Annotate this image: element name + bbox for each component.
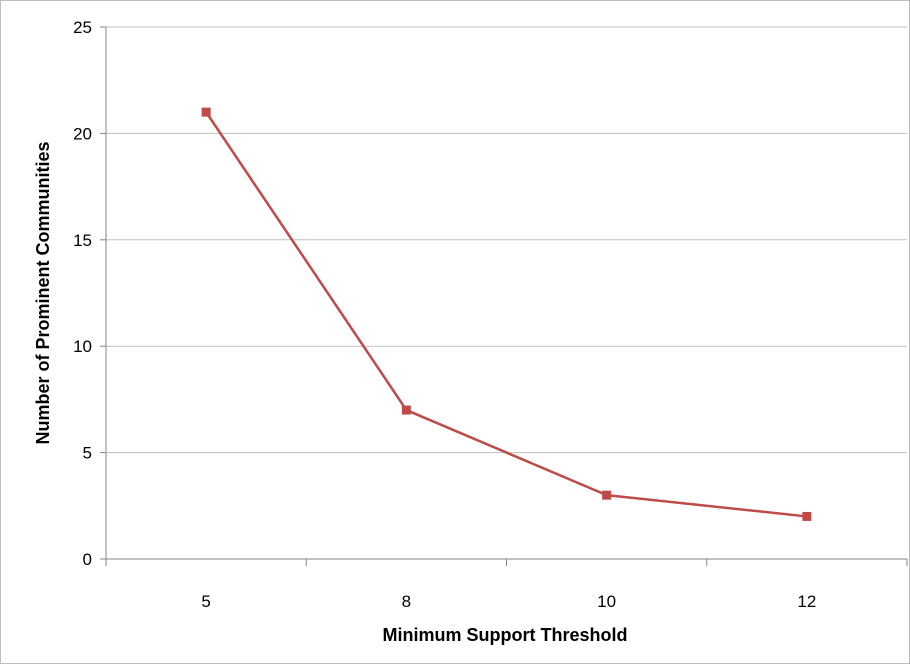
y-tick-label: 15 [73, 231, 92, 250]
gridlines [106, 26, 907, 454]
series [201, 107, 812, 521]
x-tick-label: 12 [797, 592, 816, 611]
y-tick-label: 25 [73, 18, 92, 37]
y-tick-label: 20 [73, 124, 92, 143]
series-line [205, 111, 808, 518]
y-tick-label: 10 [73, 337, 92, 356]
tick-labels: 0 5 10 15 20 25 5 8 10 12 [73, 18, 816, 611]
x-tick-label: 5 [201, 592, 210, 611]
y-tick-label: 0 [83, 550, 92, 569]
axes [100, 26, 908, 566]
x-tick-label: 10 [597, 592, 616, 611]
y-tick-label: 5 [83, 444, 92, 463]
data-point-marker [401, 405, 411, 415]
x-axis-title: Minimum Support Threshold [383, 625, 628, 645]
data-point-marker [602, 490, 612, 500]
y-axis-title: Number of Prominent Communities [33, 141, 53, 444]
data-point-marker [802, 511, 812, 521]
x-tick-label: 8 [402, 592, 411, 611]
data-point-marker [201, 107, 211, 117]
